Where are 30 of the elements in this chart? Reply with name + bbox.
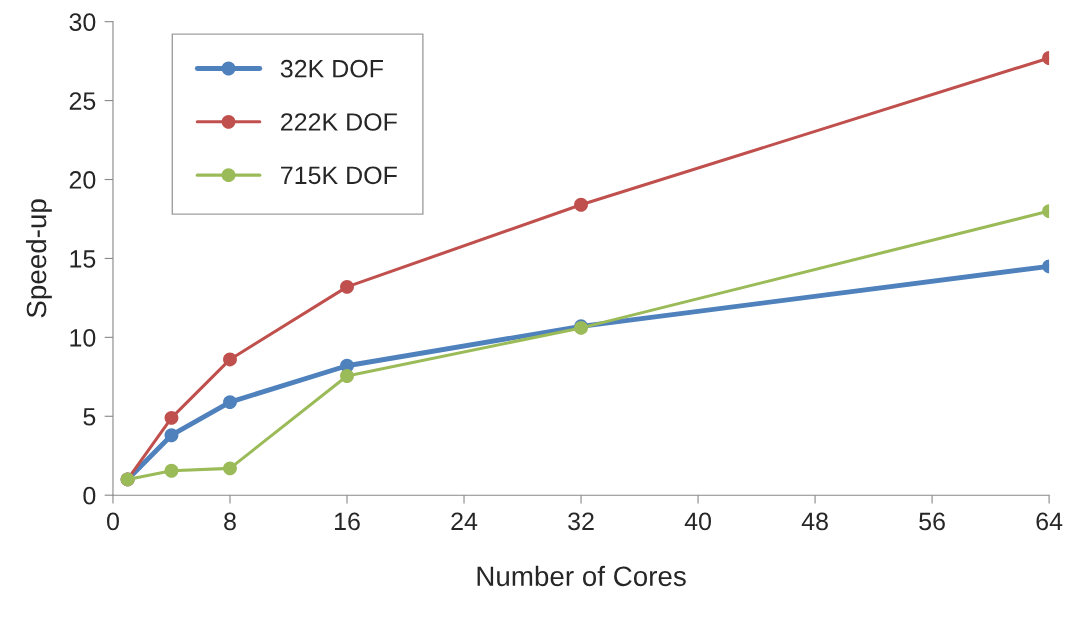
point (223, 395, 237, 410)
point (164, 410, 179, 425)
x-tick-label: 64 (1036, 512, 1063, 531)
y-axis-title: Speed-up (25, 199, 52, 318)
x-tick-label: 56 (919, 512, 945, 531)
x-tick-label: 8 (224, 512, 236, 531)
legend-label: 715K DOF (281, 166, 397, 185)
legend-label: 32K DOF (280, 59, 383, 78)
point (340, 279, 354, 294)
point (340, 369, 354, 383)
point (223, 352, 237, 367)
y-tick-label: 20 (69, 171, 96, 189)
x-tick-label: 32 (568, 512, 594, 531)
y-tick-label: 0 (83, 486, 96, 505)
x-tick-label: 48 (801, 512, 828, 531)
point (574, 197, 588, 212)
y-tick-label: 10 (70, 328, 96, 347)
point (164, 428, 179, 443)
y-tick-label: 15 (70, 250, 96, 268)
x-axis-title: Number of Cores (477, 565, 686, 587)
point (164, 463, 179, 478)
x-tick-label: 24 (451, 512, 478, 530)
y-tick-label: 25 (69, 92, 96, 110)
legend-label: 222K DOF (281, 113, 397, 131)
x-tick-label: 0 (107, 512, 119, 531)
point (223, 461, 237, 476)
y-tick-label: 5 (83, 408, 96, 426)
y-tick-label: 30 (69, 13, 96, 31)
x-tick-label: 40 (684, 512, 711, 531)
x-tick-label: 16 (335, 512, 360, 531)
